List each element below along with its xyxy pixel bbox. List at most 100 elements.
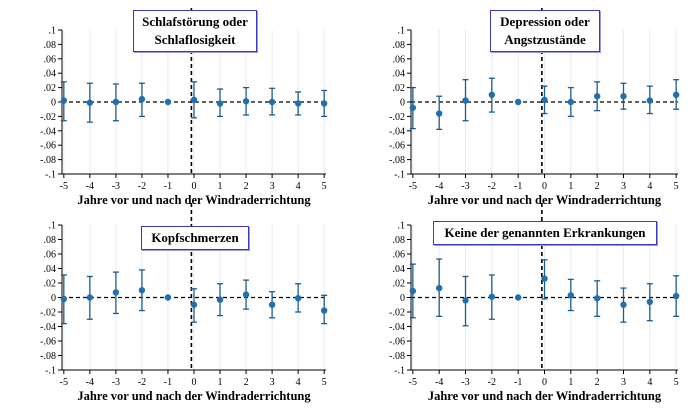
x-tick-label: 1 [568, 181, 573, 192]
y-tick-label: -.1 [394, 366, 405, 377]
data-point [593, 295, 601, 302]
data-point [294, 100, 302, 107]
panel-2: .1 .08 .06 .04 .02 0 -.02 -.04 -.06 -.08 -.1 -5 -4 -3… [389, 8, 680, 207]
y-tick-label: .06 [44, 250, 57, 261]
data-point [138, 287, 146, 294]
y-tick-label: .02 [44, 279, 57, 290]
x-tick-label: 3 [270, 377, 275, 388]
data-point [567, 292, 575, 299]
x-tick-label: 2 [595, 181, 600, 192]
panel-1: .1 .08 .06 .04 .02 0 -.02 -.04 -.06 -.08 -.1 -5 -4 -3… [40, 8, 328, 207]
x-tick-label: 4 [296, 181, 301, 192]
data-point [620, 93, 627, 100]
data-point [216, 296, 224, 303]
data-point [435, 284, 443, 292]
x-tick-label: 1 [218, 181, 223, 192]
x-tick-label: -5 [409, 181, 417, 192]
x-tick-label: 4 [647, 181, 652, 192]
x-tick-label: -5 [60, 377, 68, 388]
data-point [60, 295, 68, 303]
data-point [488, 293, 496, 300]
y-tick-label: .04 [393, 264, 406, 275]
data-point [86, 99, 94, 106]
y-tick-label: -.02 [40, 308, 56, 319]
data-point [514, 98, 522, 106]
y-tick-label: -.04 [389, 126, 405, 137]
y-tick-label: -.1 [45, 366, 56, 377]
x-tick-label: 3 [621, 181, 626, 192]
data-point [164, 98, 172, 106]
x-tick-label: 0 [542, 377, 547, 388]
panel-title-line: Keine der genannten Erkrankungen [444, 225, 646, 240]
x-tick-label: -1 [514, 181, 522, 192]
data-point [646, 97, 654, 104]
x-tick-label: -1 [164, 181, 172, 192]
data-point [112, 289, 120, 296]
y-tick-label: -.06 [389, 337, 405, 348]
data-point [242, 291, 250, 298]
y-tick-label: -.08 [389, 155, 405, 166]
y-tick-label: -.04 [389, 322, 405, 333]
x-tick-label: -4 [86, 181, 94, 192]
y-tick-label: .08 [393, 40, 406, 51]
x-tick-label: -4 [435, 377, 443, 388]
y-tick-label: .1 [49, 26, 57, 37]
y-tick-label: .1 [398, 221, 406, 232]
x-tick-label: 5 [322, 377, 327, 388]
x-tick-label: -2 [138, 377, 146, 388]
x-tick-label: -4 [86, 377, 94, 388]
data-point [138, 95, 146, 103]
data-point [320, 100, 328, 107]
data-point [60, 97, 68, 104]
data-point [294, 295, 302, 302]
y-tick-label: .04 [44, 69, 57, 80]
x-tick-label: 0 [192, 181, 197, 192]
panel-title: Depression oder Angstzustände [490, 10, 600, 52]
x-tick-label: -1 [164, 377, 172, 388]
data-point [112, 98, 120, 106]
x-tick-label: 4 [647, 377, 652, 388]
x-tick-label: -5 [60, 181, 68, 192]
x-axis-label: Jahre vor und nach der Windraderrichtung [77, 389, 311, 403]
x-tick-label: 0 [542, 181, 547, 192]
y-tick-label: -.02 [389, 308, 405, 319]
y-tick-label: .06 [393, 250, 406, 261]
y-tick-label: .04 [44, 264, 57, 275]
y-tick-label: 0 [51, 98, 56, 109]
y-tick-label: .1 [49, 221, 57, 232]
data-point [488, 91, 496, 99]
x-tick-label: -3 [461, 377, 469, 388]
y-tick-label: .08 [44, 40, 57, 51]
data-point [541, 96, 548, 104]
data-point [672, 91, 680, 99]
y-tick-label: -.04 [40, 322, 56, 333]
data-point [409, 287, 417, 295]
data-point [320, 307, 328, 314]
y-tick-label: -.04 [40, 126, 56, 137]
y-tick-label: -.06 [389, 141, 405, 152]
x-tick-label: 5 [674, 377, 679, 388]
data-point [216, 100, 224, 107]
x-tick-label: 0 [192, 377, 197, 388]
y-tick-label: .04 [393, 69, 406, 80]
data-point [567, 98, 575, 106]
x-tick-label: 5 [674, 181, 679, 192]
y-tick-label: .02 [393, 279, 406, 290]
y-tick-label: .02 [393, 83, 406, 94]
y-tick-label: -.1 [394, 170, 405, 181]
x-axis-label: Jahre vor und nach der Windraderrichtung [428, 193, 662, 207]
data-point [435, 110, 443, 117]
x-tick-label: 2 [244, 377, 249, 388]
x-tick-label: -5 [409, 377, 417, 388]
y-tick-label: -.08 [40, 351, 56, 362]
y-tick-label: -.02 [40, 112, 56, 123]
data-point [462, 97, 469, 104]
y-tick-label: .02 [44, 83, 57, 94]
x-tick-label: 5 [322, 181, 327, 192]
data-point [242, 98, 250, 105]
y-tick-label: .08 [44, 235, 57, 246]
x-tick-label: -2 [488, 181, 496, 192]
y-tick-label: 0 [400, 98, 405, 109]
y-tick-label: .1 [398, 26, 406, 37]
panel-4: .1 .08 .06 .04 .02 0 -.02 -.04 -.06 -.08 -.1 -5 -4 -3… [389, 203, 680, 403]
